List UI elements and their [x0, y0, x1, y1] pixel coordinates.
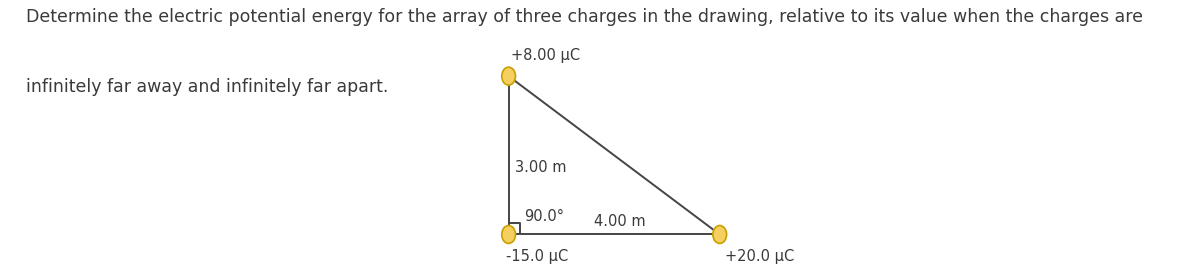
Text: infinitely far away and infinitely far apart.: infinitely far away and infinitely far a…: [26, 78, 389, 96]
Ellipse shape: [502, 67, 516, 85]
Text: 90.0°: 90.0°: [524, 209, 564, 224]
Text: +20.0 μC: +20.0 μC: [725, 249, 794, 264]
Text: +8.00 μC: +8.00 μC: [511, 48, 581, 63]
Ellipse shape: [502, 225, 516, 244]
Ellipse shape: [713, 225, 726, 244]
Text: 4.00 m: 4.00 m: [594, 214, 646, 229]
Text: 3.00 m: 3.00 m: [515, 160, 566, 176]
Text: Determine the electric potential energy for the array of three charges in the dr: Determine the electric potential energy …: [26, 8, 1144, 26]
Text: -15.0 μC: -15.0 μC: [506, 249, 569, 264]
